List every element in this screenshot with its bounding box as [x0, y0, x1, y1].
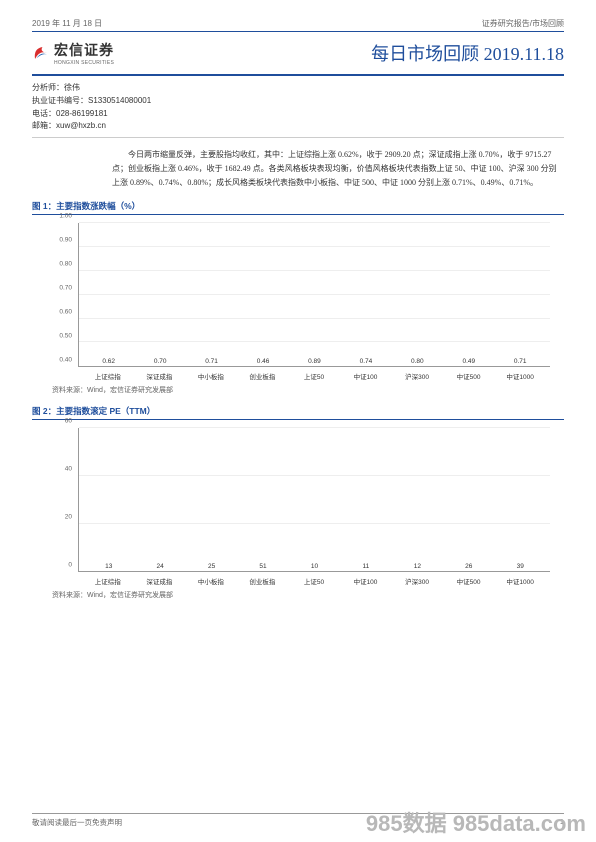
page-title: 每日市场回顾 2019.11.18: [371, 40, 564, 66]
chart-1-source: 资料来源：Wind，宏信证券研究发展部: [52, 385, 554, 395]
analyst-license: 执业证书编号：S1330514080001: [32, 95, 564, 108]
x-axis-label: 中证1000: [499, 574, 541, 588]
logo-icon: [32, 44, 50, 62]
bar-value-label: 13: [105, 563, 112, 570]
chart-1: 0.400.500.600.700.800.901.000.620.700.71…: [52, 223, 554, 383]
bar-column: 0.74: [345, 358, 387, 366]
bar-value-label: 24: [157, 563, 164, 570]
footer-disclaimer: 敬请阅读最后一页免责声明: [32, 817, 122, 828]
bar-column: 0.49: [448, 358, 490, 366]
y-tick: 1.00: [59, 213, 72, 220]
bar-column: 25: [191, 563, 233, 571]
bar-value-label: 0.74: [360, 358, 373, 365]
y-tick: 0.60: [59, 309, 72, 316]
x-axis-label: 沪深300: [396, 369, 438, 383]
analyst-info: 分析师：徐伟 执业证书编号：S1330514080001 电话：028-8619…: [32, 82, 564, 138]
x-axis-label: 创业板指: [242, 369, 284, 383]
x-axis-label: 中证1000: [499, 369, 541, 383]
y-tick: 0.70: [59, 285, 72, 292]
x-axis-label: 中小板指: [190, 574, 232, 588]
x-axis-label: 沪深300: [396, 574, 438, 588]
analyst-name: 分析师：徐伟: [32, 82, 564, 95]
analyst-phone: 电话：028-86199181: [32, 108, 564, 121]
bar-value-label: 11: [363, 563, 370, 570]
y-tick: 0: [68, 562, 72, 569]
bar-value-label: 0.71: [514, 358, 527, 365]
header: 宏信证券 HONGXIN SECURITIES 每日市场回顾 2019.11.1…: [32, 40, 564, 74]
bar-column: 13: [88, 563, 130, 571]
x-axis-label: 上证50: [293, 369, 335, 383]
bar-value-label: 0.71: [205, 358, 218, 365]
x-axis-label: 上证综指: [87, 369, 129, 383]
bar-column: 0.70: [139, 358, 181, 366]
bar-value-label: 0.70: [154, 358, 167, 365]
analyst-email: 邮箱：xuw@hxzb.cn: [32, 120, 564, 133]
x-axis-label: 上证50: [293, 574, 335, 588]
bar-column: 24: [139, 563, 181, 571]
y-tick: 60: [65, 418, 72, 425]
summary-paragraph: 今日两市缩量反弹，主要股指均收红，其中：上证综指上涨 0.62%，收于 2909…: [112, 148, 564, 190]
logo-text-en: HONGXIN SECURITIES: [54, 60, 114, 66]
x-axis-label: 深证成指: [138, 369, 180, 383]
bar-value-label: 51: [259, 563, 266, 570]
bar-column: 0.89: [294, 358, 336, 366]
y-tick: 20: [65, 514, 72, 521]
bar-column: 26: [448, 563, 490, 571]
y-tick: 40: [65, 466, 72, 473]
company-logo: 宏信证券 HONGXIN SECURITIES: [32, 40, 114, 66]
chart-2: 0204060132425511011122639上证综指深证成指中小板指创业板…: [52, 428, 554, 588]
y-tick: 0.40: [59, 357, 72, 364]
bar-value-label: 25: [208, 563, 215, 570]
y-tick: 0.90: [59, 237, 72, 244]
figure-2-title: 图 2：主要指数滚定 PE（TTM）: [32, 405, 564, 420]
bar-column: 39: [499, 563, 541, 571]
figure-1-title: 图 1：主要指数涨跌幅（%）: [32, 200, 564, 215]
x-axis-label: 中证100: [345, 574, 387, 588]
y-tick: 0.80: [59, 261, 72, 268]
bar-value-label: 12: [414, 563, 421, 570]
bar-value-label: 0.49: [462, 358, 475, 365]
bar-column: 0.71: [499, 358, 541, 366]
x-axis-label: 上证综指: [87, 574, 129, 588]
bar-value-label: 10: [311, 563, 318, 570]
bar-column: 0.71: [191, 358, 233, 366]
watermark: 985数据 985data.com: [366, 806, 586, 838]
y-tick: 0.50: [59, 333, 72, 340]
bar-column: 10: [294, 563, 336, 571]
bar-column: 0.80: [397, 358, 439, 366]
bar-value-label: 0.46: [257, 358, 270, 365]
report-type: 证券研究报告/市场回顾: [482, 18, 564, 29]
x-axis-label: 中小板指: [190, 369, 232, 383]
bar-value-label: 0.80: [411, 358, 424, 365]
x-axis-label: 中证100: [345, 369, 387, 383]
bar-value-label: 26: [465, 563, 472, 570]
report-date: 2019 年 11 月 18 日: [32, 18, 102, 29]
bar-column: 0.62: [88, 358, 130, 366]
logo-text-cn: 宏信证券: [54, 40, 114, 60]
x-axis-label: 深证成指: [138, 574, 180, 588]
title-underline: [32, 74, 564, 76]
x-axis-label: 中证500: [448, 369, 490, 383]
chart-2-source: 资料来源：Wind，宏信证券研究发展部: [52, 590, 554, 600]
x-axis-label: 中证500: [448, 574, 490, 588]
x-axis-label: 创业板指: [242, 574, 284, 588]
bar-value-label: 0.89: [308, 358, 321, 365]
bar-column: 0.46: [242, 358, 284, 366]
bar-column: 12: [397, 563, 439, 571]
bar-value-label: 0.62: [102, 358, 115, 365]
bar-column: 51: [242, 563, 284, 571]
bar-column: 11: [345, 563, 387, 571]
bar-value-label: 39: [517, 563, 524, 570]
